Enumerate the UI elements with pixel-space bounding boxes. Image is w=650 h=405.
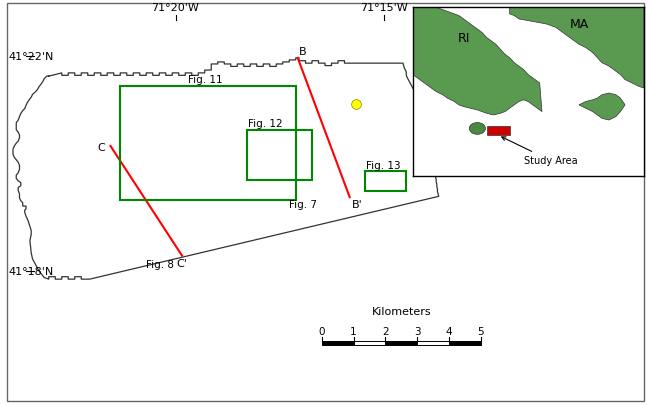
Text: Kilometers: Kilometers xyxy=(372,307,431,317)
Text: B': B' xyxy=(352,200,363,210)
Text: 4: 4 xyxy=(446,326,452,336)
Text: 41°18'N: 41°18'N xyxy=(8,266,54,276)
Text: 2: 2 xyxy=(382,326,389,336)
Bar xyxy=(385,341,417,345)
Bar xyxy=(247,130,312,180)
Text: Fig. 11: Fig. 11 xyxy=(188,75,223,85)
Text: C: C xyxy=(98,143,105,152)
Bar xyxy=(449,341,481,345)
Text: C': C' xyxy=(177,258,188,268)
Text: MA: MA xyxy=(569,18,588,32)
Text: Fig. 12: Fig. 12 xyxy=(248,119,282,129)
Text: 0: 0 xyxy=(318,326,325,336)
Polygon shape xyxy=(579,94,625,121)
Text: 71°15'W: 71°15'W xyxy=(359,3,408,13)
Bar xyxy=(417,341,449,345)
Text: Fig. 13: Fig. 13 xyxy=(366,160,400,170)
Text: Study Area: Study Area xyxy=(502,138,577,166)
Text: B: B xyxy=(299,47,307,57)
Bar xyxy=(354,341,385,345)
Text: RI: RI xyxy=(458,32,470,45)
Polygon shape xyxy=(510,8,644,89)
Text: 71°20'W: 71°20'W xyxy=(151,3,200,13)
Text: 1: 1 xyxy=(350,326,357,336)
Polygon shape xyxy=(413,8,542,116)
Text: Fig. 7: Fig. 7 xyxy=(289,200,317,210)
Circle shape xyxy=(469,123,486,135)
Bar xyxy=(365,172,406,191)
Bar xyxy=(322,341,354,345)
Text: 3: 3 xyxy=(414,326,421,336)
Bar xyxy=(487,127,510,136)
Text: Fig. 8: Fig. 8 xyxy=(146,259,174,269)
Text: 5: 5 xyxy=(478,326,484,336)
Bar xyxy=(120,87,296,200)
Text: 41°22'N: 41°22'N xyxy=(8,52,54,62)
